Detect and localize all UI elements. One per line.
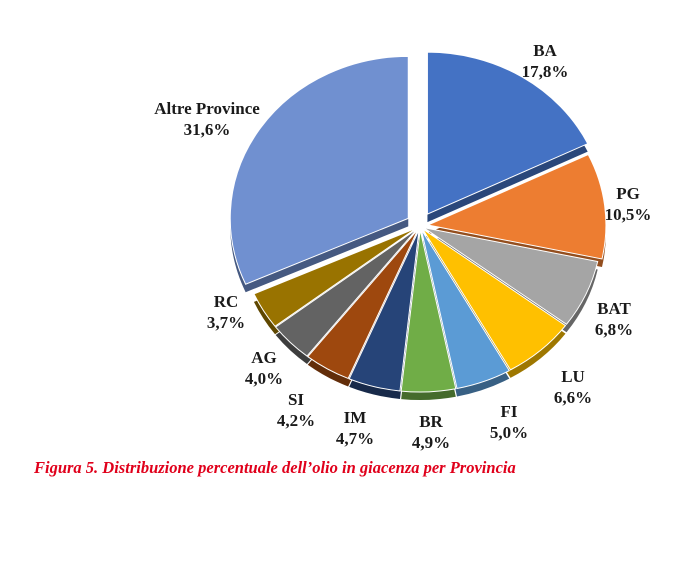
data-label-name: AG — [251, 348, 277, 367]
pie-chart-svg — [229, 51, 607, 400]
figure-caption: Figura 5. Distribuzione percentuale dell… — [34, 458, 516, 477]
data-label-name: BA — [533, 41, 557, 60]
pie-slice-lu — [422, 228, 567, 371]
data-label-name: Altre Province — [154, 99, 260, 118]
data-label-value: 4,9% — [411, 433, 451, 452]
pie-slice-ag — [274, 228, 418, 357]
data-label-name: SI — [287, 390, 305, 409]
data-label-ag: AG 4,0% — [245, 347, 283, 389]
data-label-value: 4,7% — [335, 429, 375, 448]
data-label-si: SI 4,2% — [277, 389, 315, 431]
data-label-name: RC — [213, 292, 239, 311]
data-label-value: 3,7% — [206, 313, 246, 332]
pie-slice-altre-province — [229, 55, 409, 285]
data-label-fi: FI 5,0% — [490, 401, 528, 443]
pie-slice-bat — [423, 227, 599, 325]
data-label-name: IM — [343, 408, 367, 427]
data-label-value: 4,0% — [244, 369, 284, 388]
pie-slice-fi — [420, 229, 510, 390]
pie-slice-im — [348, 229, 420, 392]
data-label-altre-province: Altre Province 31,6% — [154, 98, 260, 140]
data-label-name: LU — [561, 367, 585, 386]
data-label-br: BR 4,9% — [412, 411, 450, 453]
data-label-lu: LU 6,6% — [554, 366, 592, 408]
pie-slice-br — [400, 229, 457, 393]
data-label-value: 31,6% — [183, 120, 231, 139]
data-label-value: 6,8% — [594, 320, 634, 339]
data-label-value: 10,5% — [604, 205, 652, 224]
pie-chart — [229, 51, 607, 400]
data-label-name: BR — [419, 412, 443, 431]
data-label-pg: PG 10,5% — [605, 183, 652, 225]
data-label-im: IM 4,7% — [336, 407, 374, 449]
data-label-value: 5,0% — [489, 423, 529, 442]
data-label-value: 17,8% — [521, 62, 569, 81]
pie-slice-pg — [426, 153, 607, 260]
data-label-name: PG — [616, 184, 640, 203]
data-label-rc: RC 3,7% — [207, 291, 245, 333]
data-label-value: 6,6% — [553, 388, 593, 407]
data-label-name: FI — [500, 402, 518, 421]
data-label-name: BAT — [597, 299, 631, 318]
data-label-ba: BA 17,8% — [522, 40, 569, 82]
data-label-bat: BAT 6,8% — [595, 298, 633, 340]
pie-slice-si — [307, 229, 419, 380]
pie-slice-ba — [426, 51, 589, 215]
data-label-value: 4,2% — [276, 411, 316, 430]
pie-slice-rc — [253, 227, 417, 327]
